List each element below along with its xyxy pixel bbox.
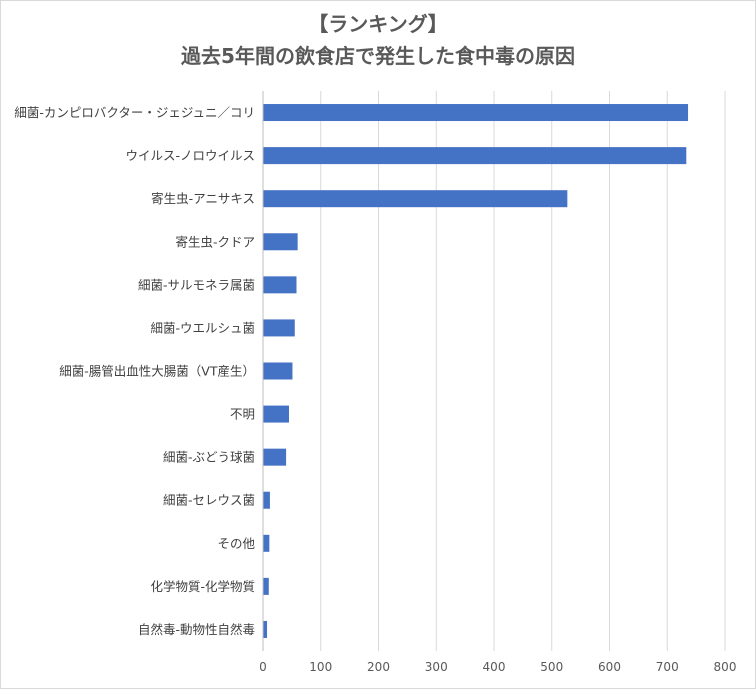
bar-12 bbox=[263, 577, 269, 595]
x-tick-label: 500 bbox=[540, 660, 563, 674]
x-tick-label: 400 bbox=[483, 660, 506, 674]
category-label: 寄生虫-クドア bbox=[175, 234, 255, 249]
category-label: 細菌-カンピロバクター・ジェジュニ／コリ bbox=[14, 105, 255, 120]
bar-6 bbox=[263, 319, 295, 337]
x-tick-label: 600 bbox=[598, 660, 621, 674]
x-tick-label: 0 bbox=[259, 660, 267, 674]
x-tick-label: 200 bbox=[367, 660, 390, 674]
category-label: 自然毒-動物性自然毒 bbox=[138, 622, 255, 637]
x-tick-label: 100 bbox=[309, 660, 332, 674]
bar-9 bbox=[263, 448, 287, 466]
bar-11 bbox=[263, 534, 270, 552]
bar-4 bbox=[263, 233, 298, 251]
bar-1 bbox=[263, 104, 689, 122]
category-label: 細菌-ウエルシュ菌 bbox=[150, 320, 255, 335]
bar-7 bbox=[263, 362, 293, 380]
bar-3 bbox=[263, 190, 568, 208]
category-label: 細菌-ぶどう球菌 bbox=[163, 450, 255, 465]
bar-8 bbox=[263, 405, 289, 423]
x-tick-label: 700 bbox=[656, 660, 679, 674]
category-label: 細菌-腸管出血性大腸菌（VT産生） bbox=[59, 364, 255, 379]
category-label: 化学物質-化学物質 bbox=[150, 579, 255, 594]
category-label: 不明 bbox=[230, 407, 255, 422]
bar-5 bbox=[263, 276, 297, 294]
category-label: 寄生虫-アニサキス bbox=[151, 191, 255, 206]
category-label: その他 bbox=[217, 536, 255, 551]
x-tick-label: 300 bbox=[425, 660, 448, 674]
chart-title-line-1: 【ランキング】 bbox=[308, 12, 448, 36]
x-tick-label: 800 bbox=[714, 660, 737, 674]
bar-2 bbox=[263, 147, 687, 165]
category-label: 細菌-サルモネラ属菌 bbox=[138, 277, 255, 292]
bar-13 bbox=[263, 620, 268, 638]
bar-10 bbox=[263, 491, 270, 509]
category-label: ウイルス-ノロウイルス bbox=[125, 148, 255, 163]
category-label: 細菌-セレウス菌 bbox=[163, 493, 255, 508]
chart-title-line-2: 過去5年間の飲食店で発生した食中毒の原因 bbox=[181, 44, 575, 68]
